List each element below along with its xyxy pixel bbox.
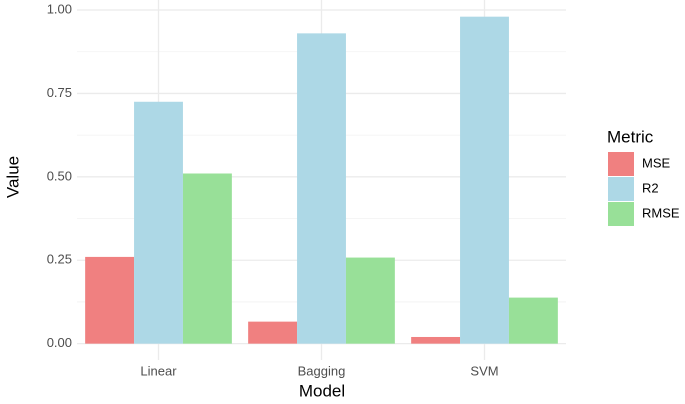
- x-tick-label: Bagging: [298, 363, 346, 378]
- legend-key: [608, 177, 634, 201]
- y-tick-label: 1.00: [47, 1, 72, 16]
- y-tick-label: 0.00: [47, 335, 72, 350]
- bar: [182, 173, 232, 344]
- x-tick-label: SVM: [470, 363, 498, 378]
- bar: [460, 16, 509, 344]
- legend-label: RMSE: [642, 205, 680, 220]
- y-tick-label: 0.50: [47, 168, 72, 183]
- x-axis-title: Model: [299, 381, 345, 400]
- bar: [297, 33, 346, 344]
- x-tick-label: Linear: [140, 363, 177, 378]
- y-tick-label: 0.75: [47, 85, 72, 100]
- bar: [345, 257, 395, 344]
- legend-key: [608, 202, 634, 226]
- y-axis-title: Value: [3, 156, 22, 198]
- bar: [411, 336, 461, 344]
- bar: [134, 101, 183, 344]
- legend-label: MSE: [642, 155, 671, 170]
- bar: [508, 297, 558, 344]
- legend-title: Metric: [607, 127, 654, 146]
- bar: [248, 321, 298, 344]
- legend-key: [608, 152, 634, 176]
- y-tick-label: 0.25: [47, 252, 72, 267]
- legend-label: R2: [642, 180, 659, 195]
- bar: [85, 256, 135, 344]
